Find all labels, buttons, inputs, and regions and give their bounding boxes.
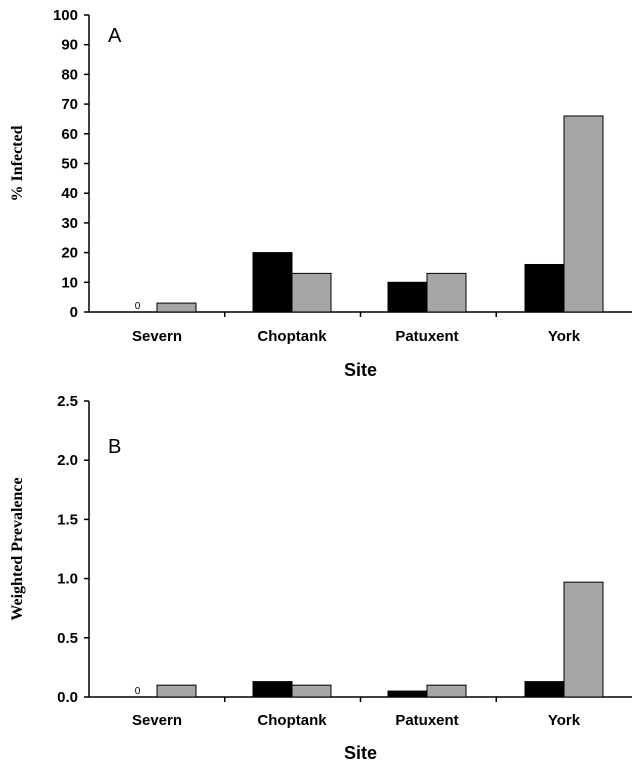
y-tick-label: 0 xyxy=(70,304,78,321)
bar xyxy=(563,115,604,313)
y-tick-label: 0.5 xyxy=(57,630,78,647)
bar xyxy=(426,684,467,698)
bar xyxy=(387,281,428,313)
y-tick-label: 30 xyxy=(61,215,78,232)
y-axis-title: % Infected xyxy=(9,125,26,201)
bar xyxy=(291,272,332,313)
x-category-label: Choptank xyxy=(257,712,327,729)
y-tick-label: 2.0 xyxy=(57,452,78,469)
y-tick-label: 50 xyxy=(61,156,78,173)
y-tick-label: 10 xyxy=(61,274,78,291)
bar xyxy=(252,681,293,698)
y-tick-label: 90 xyxy=(61,37,78,54)
y-tick-label: 80 xyxy=(61,66,78,83)
y-tick-label: 70 xyxy=(61,96,78,113)
x-category-label: York xyxy=(548,328,581,345)
bar xyxy=(524,681,565,698)
bar xyxy=(524,263,565,313)
data-label: 0 xyxy=(135,686,141,697)
y-tick-label: 20 xyxy=(61,245,78,262)
x-axis-title: Site xyxy=(344,360,377,380)
x-category-label: Choptank xyxy=(257,328,327,345)
x-category-label: York xyxy=(548,712,581,729)
y-tick-label: 60 xyxy=(61,126,78,143)
x-axis-title: Site xyxy=(344,743,377,763)
y-tick-label: 100 xyxy=(53,7,78,24)
x-category-label: Patuxent xyxy=(395,712,458,729)
bar xyxy=(252,252,293,313)
y-tick-label: 40 xyxy=(61,185,78,202)
x-category-label: Severn xyxy=(132,328,182,345)
x-category-label: Patuxent xyxy=(395,328,458,345)
bar xyxy=(387,690,428,698)
y-tick-label: 1.0 xyxy=(57,571,78,588)
bar xyxy=(291,684,332,698)
y-tick-label: 0.0 xyxy=(57,689,78,706)
y-axis-title: Weighted Prevalence xyxy=(9,477,26,620)
panel-label: A xyxy=(108,25,122,47)
bar xyxy=(563,581,604,698)
x-category-label: Severn xyxy=(132,712,182,729)
bar xyxy=(426,272,467,313)
bar xyxy=(156,684,197,698)
y-tick-label: 1.5 xyxy=(57,511,78,528)
bar xyxy=(156,302,197,313)
y-tick-label: 2.5 xyxy=(57,393,78,410)
panel-label: B xyxy=(108,436,121,458)
data-label: 0 xyxy=(135,301,141,312)
